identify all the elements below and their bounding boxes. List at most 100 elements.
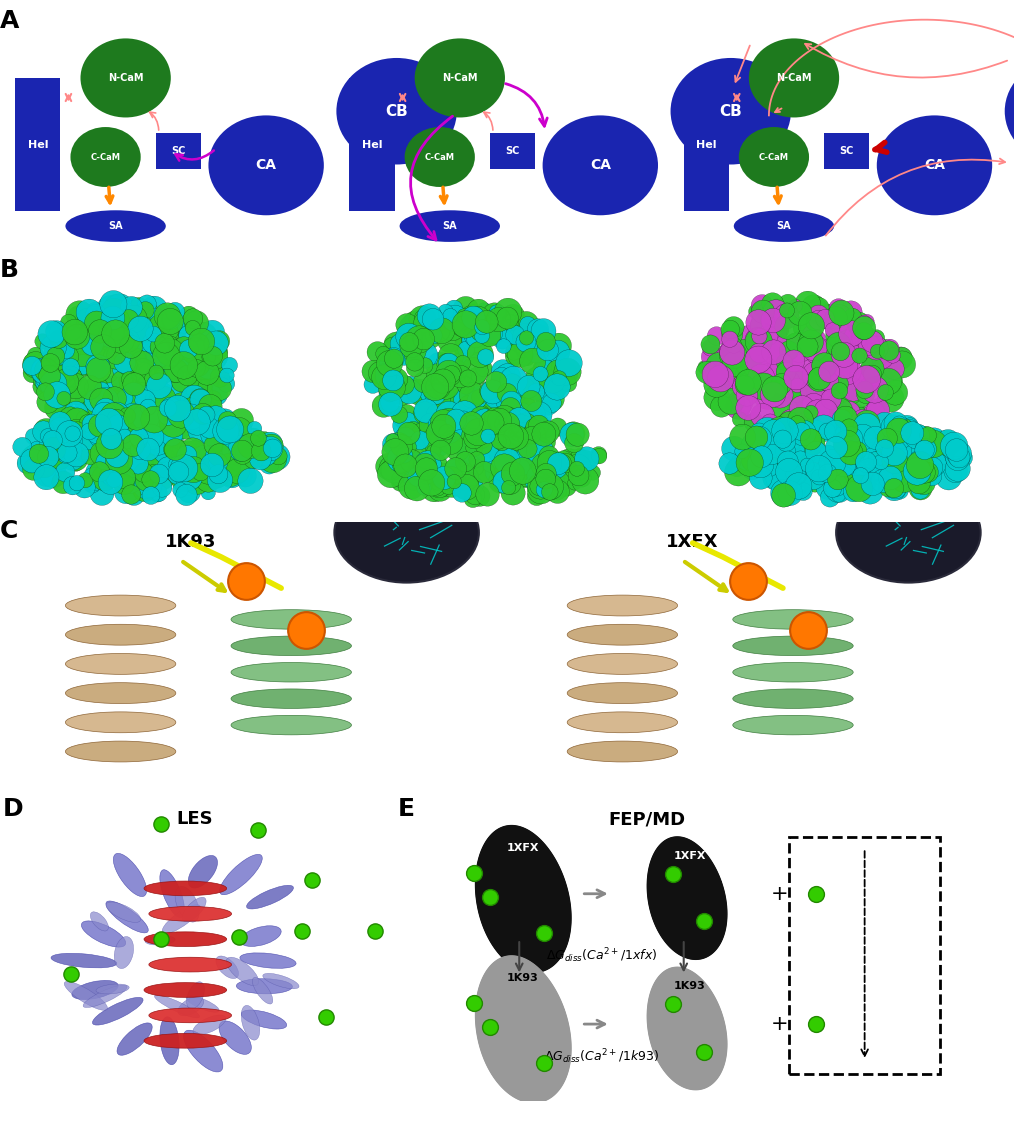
Point — [811, 365, 827, 384]
Point — [501, 452, 517, 470]
Ellipse shape — [543, 116, 658, 216]
Point — [145, 325, 162, 343]
Point — [859, 312, 876, 330]
Point — [555, 451, 571, 469]
Ellipse shape — [183, 1031, 223, 1071]
Point — [941, 432, 957, 451]
Point — [872, 437, 889, 455]
Text: C-CaM: C-CaM — [759, 152, 788, 161]
Point — [734, 376, 751, 394]
Point — [853, 466, 869, 485]
Point — [537, 477, 553, 495]
Point — [69, 354, 85, 372]
Point — [815, 419, 831, 437]
Point — [804, 326, 820, 344]
Point — [205, 347, 221, 365]
Point — [570, 464, 587, 482]
Point — [772, 386, 788, 404]
Point — [137, 409, 154, 427]
Point — [728, 348, 744, 367]
Point — [207, 410, 223, 428]
Point — [51, 447, 68, 465]
Point — [518, 413, 535, 431]
Point — [538, 470, 554, 488]
Point — [769, 300, 785, 318]
Point — [726, 439, 742, 457]
Point — [440, 364, 457, 382]
Point — [452, 463, 468, 481]
Ellipse shape — [247, 885, 294, 909]
Point — [856, 322, 872, 340]
Point — [103, 438, 120, 456]
Point — [157, 436, 173, 454]
Point — [14, 438, 31, 456]
Point — [429, 365, 445, 384]
Point — [859, 414, 876, 432]
Point — [144, 334, 161, 352]
Point — [417, 456, 433, 474]
Point — [101, 328, 118, 346]
Point — [105, 417, 122, 435]
Point — [882, 469, 898, 487]
Point — [162, 415, 178, 434]
Point — [420, 455, 436, 473]
Point — [736, 376, 753, 394]
Point — [93, 326, 110, 344]
Point — [181, 327, 198, 345]
Point — [96, 392, 113, 410]
Ellipse shape — [66, 712, 176, 733]
Point — [55, 367, 72, 385]
Point — [547, 456, 563, 474]
Text: SA: SA — [109, 221, 123, 232]
Point — [539, 451, 555, 469]
Point — [764, 443, 780, 461]
Point — [803, 430, 819, 448]
Point — [920, 463, 936, 481]
Point — [505, 325, 521, 343]
Point — [132, 320, 148, 338]
Point — [156, 343, 172, 361]
Point — [666, 865, 682, 883]
Point — [461, 445, 477, 463]
Point — [199, 364, 215, 382]
Point — [126, 319, 142, 337]
Ellipse shape — [231, 715, 351, 734]
Point — [99, 423, 116, 442]
Point — [841, 404, 857, 422]
Point — [69, 446, 85, 464]
Point — [421, 400, 437, 418]
Point — [854, 412, 870, 430]
Point — [261, 455, 278, 473]
Point — [858, 453, 874, 471]
Point — [168, 362, 184, 380]
Point — [120, 331, 136, 350]
Point — [778, 363, 795, 381]
Point — [550, 362, 566, 380]
Point — [542, 478, 558, 496]
Point — [542, 375, 558, 393]
Point — [134, 354, 151, 372]
Point — [564, 426, 581, 444]
Point — [874, 348, 891, 367]
Point — [806, 297, 822, 316]
Point — [188, 403, 205, 421]
Point — [443, 318, 460, 336]
Point — [499, 309, 515, 327]
Point — [126, 415, 142, 434]
Point — [183, 353, 200, 371]
Point — [512, 346, 528, 364]
Point — [913, 457, 930, 476]
Point — [762, 304, 778, 322]
Point — [403, 337, 420, 355]
Point — [402, 461, 419, 479]
Point — [896, 418, 912, 436]
Point — [495, 362, 511, 380]
Point — [757, 335, 773, 353]
Point — [536, 360, 552, 378]
Point — [754, 447, 770, 465]
Point — [186, 346, 203, 364]
Point — [503, 410, 519, 428]
Point — [160, 405, 176, 423]
Point — [123, 329, 139, 347]
Ellipse shape — [263, 974, 299, 989]
